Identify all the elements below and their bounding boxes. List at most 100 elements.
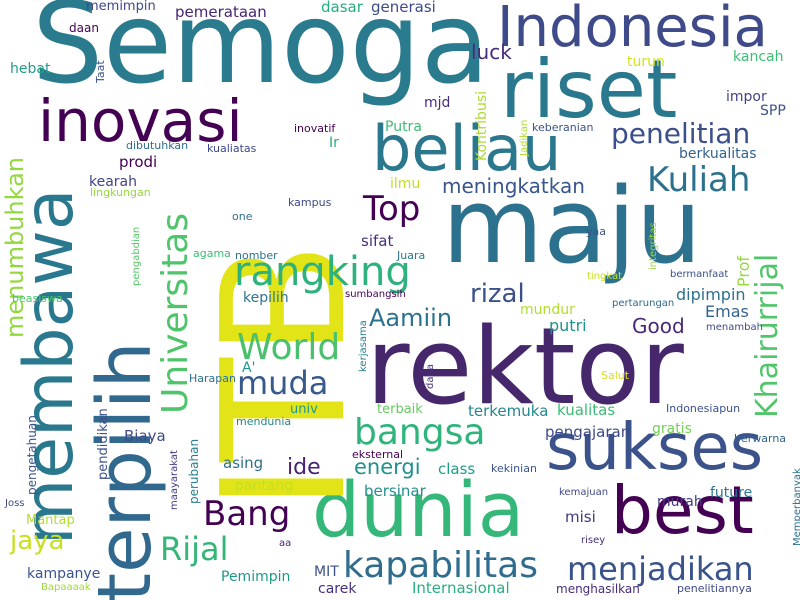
word-kerjasama: kerjasama <box>358 320 369 372</box>
word-pengetahuan: pengetahuan <box>25 415 39 495</box>
word-carek: carek <box>318 581 357 597</box>
word-menjadikan: menjadikan <box>567 550 754 588</box>
word-risey: risey <box>581 535 606 546</box>
word-dipimpin: dipimpin <box>676 285 746 304</box>
word-hebat: hebat <box>10 61 51 77</box>
word-salut: Salut <box>601 369 630 382</box>
word-rangking: rangking <box>234 249 411 295</box>
word-kualitas: kualitas <box>557 401 616 419</box>
word-memperbanyak: Memperbanyak <box>792 468 800 546</box>
word-one: one <box>232 210 253 223</box>
word-terbaik: terbaik <box>377 402 423 417</box>
word-memimpin: memimpin <box>86 0 156 14</box>
word-good: Good <box>632 314 685 338</box>
word-joss: Joss <box>5 498 25 509</box>
word-yaa: yaa <box>586 225 606 238</box>
word-daan: daan <box>69 21 99 35</box>
word-bersinar: bersinar <box>364 482 426 500</box>
word-prof: Prof <box>734 255 753 287</box>
word-mundur: mundur <box>520 302 575 318</box>
word-luck: luck <box>471 40 512 64</box>
word-eksternal: eksternal <box>352 448 404 461</box>
word-beasiswa: beasiswa <box>12 292 63 305</box>
word-prodi: prodi <box>119 153 158 171</box>
word-kemajuan: kemajuan <box>559 487 609 498</box>
word-pemerataan: pemerataan <box>175 3 267 21</box>
word-dana: dana <box>425 364 436 389</box>
word-berwarna: berwarna <box>734 432 787 445</box>
word-bang: Bang <box>203 494 291 534</box>
word-kearah: kearah <box>89 174 138 190</box>
word-ilmu: ilmu <box>390 176 421 192</box>
word-gratis: gratis <box>652 421 692 437</box>
word-riset: riset <box>500 43 678 136</box>
word-putra: Putra <box>385 119 422 135</box>
word-kapabilitas: kapabilitas <box>343 545 538 586</box>
word-jadikan: Jadikan <box>519 119 530 156</box>
word-pendidikan: pendidikan <box>96 408 111 480</box>
word-mantap: Mantap <box>26 513 75 528</box>
word-tingkat: tingkat <box>587 271 623 282</box>
word-indonesia: Indonesia <box>497 0 768 60</box>
word-world: World <box>237 327 341 368</box>
word-aa: aa <box>279 538 292 549</box>
word-kuliah: Kuliah <box>647 160 751 200</box>
word-kancah: kancah <box>733 49 784 65</box>
word-keberanian: keberanian <box>532 121 594 134</box>
word-putri: putri <box>549 316 587 335</box>
word-turun: turun <box>627 54 665 70</box>
word-impor: impor <box>726 89 767 105</box>
word-sumbangsih: sumbangsih <box>345 289 406 300</box>
word-rektor: rektor <box>366 305 684 428</box>
word-spp: SPP <box>760 103 786 119</box>
word-univ: univ <box>290 402 318 417</box>
word-sukses: sukses <box>546 411 764 485</box>
word-khairurrijal: Khairurrijal <box>750 253 785 418</box>
word-kampanye: kampanye <box>27 566 101 582</box>
word-internasional: Internasional <box>412 579 510 597</box>
word-muda: muda <box>237 364 329 402</box>
word-maju: maju <box>442 165 702 287</box>
word-lingkungan: lingkungan <box>90 186 151 199</box>
word-maayarakat: maayarakat <box>169 450 180 510</box>
word-penelitiannya: penelitiannya <box>677 582 752 595</box>
word-jaya: jaya <box>10 526 65 556</box>
word-dibutuhkan: dibutuhkan <box>126 139 189 152</box>
word-indonesiapun: Indonesiapun <box>666 402 741 415</box>
word-generasi: generasi <box>371 0 436 16</box>
word-ir: Ir <box>329 135 339 151</box>
word-emas: Emas <box>705 302 749 321</box>
word-kekinian: kekinian <box>491 462 537 475</box>
word-rijal: Rijal <box>160 530 229 568</box>
word-kampus: kampus <box>288 196 332 209</box>
word-murah: murah <box>657 494 703 510</box>
word-misi: misi <box>565 508 596 526</box>
word-best: best <box>611 472 754 549</box>
word-kontribusi: Kontribusi <box>474 91 490 161</box>
word-menambah: menambah <box>706 322 763 333</box>
word-sifat: sifat <box>361 232 394 250</box>
word-mit: MIT <box>314 564 339 580</box>
word-nomber: nomber <box>235 249 278 262</box>
word-pengajaran: pengajaran <box>545 423 631 441</box>
word-kepilih: kepilih <box>243 290 289 306</box>
word-kualiatas: kualiatas <box>207 142 257 155</box>
word-bermanfaat: bermanfaat <box>670 269 729 280</box>
word-menumbuhkan: menumbuhkan <box>1 157 29 338</box>
word-penelitian: penelitian <box>611 117 751 150</box>
word-future: future <box>710 485 753 501</box>
word-mendunia: mendunia <box>236 415 292 428</box>
word-perubahan: perubahan <box>187 438 201 504</box>
word-ide: ide <box>287 455 321 480</box>
word-dasar: dasar <box>321 0 363 16</box>
word-berkualitas: berkualitas <box>679 146 757 162</box>
word-pertarungan: pertarungan <box>612 298 675 309</box>
word-mjd: mjd <box>424 95 451 111</box>
word-class: class <box>438 460 476 478</box>
word-menghasilkan: menghasilkan <box>556 582 640 596</box>
word-agama: agama <box>193 247 231 260</box>
word-pemimpin: Pemimpin <box>221 569 291 585</box>
word-aamiin: Aamiin <box>369 304 453 332</box>
word-rizal: rizal <box>470 279 525 309</box>
